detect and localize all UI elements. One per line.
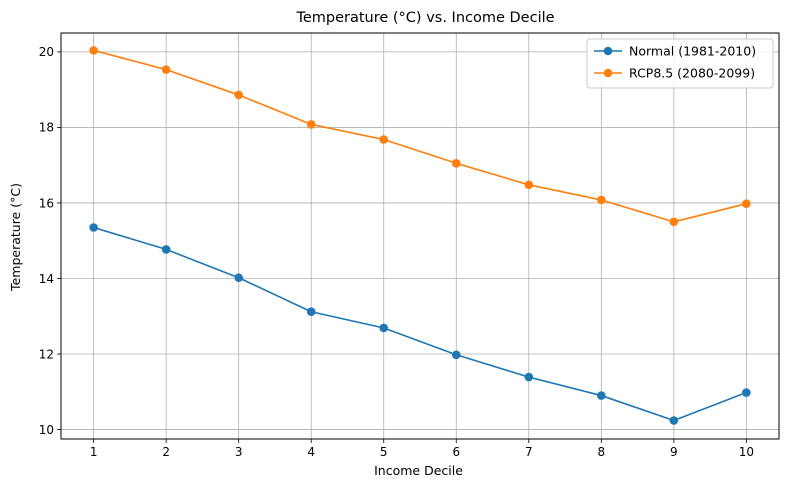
series-line-2 [93, 49, 747, 223]
x-tick-label: 5 [380, 445, 388, 459]
legend-label-1: Normal (1981-2010) [629, 44, 756, 59]
series-2-point [234, 90, 243, 100]
series-1-point [234, 273, 243, 283]
x-tick-label: 8 [597, 445, 605, 459]
y-axis: 10 12 14 16 18 20 [39, 45, 61, 437]
series-2-point [451, 158, 461, 168]
x-axis-label: Income Decile [374, 463, 463, 478]
x-tick-label: 1 [90, 445, 98, 459]
series-1-point [306, 307, 316, 317]
series-2-point [161, 65, 171, 74]
series-1-point [742, 388, 751, 397]
x-tick-label: 4 [307, 445, 315, 459]
series-2-point [742, 199, 751, 209]
x-axis: 1 2 3 4 5 6 7 8 9 10 [90, 439, 754, 459]
legend-marker-2 [603, 68, 613, 78]
y-axis-label: Temperature (°C) [8, 183, 23, 292]
y-tick-label: 10 [39, 423, 54, 437]
y-tick-label: 12 [39, 347, 54, 361]
legend: Normal (1981-2010) RCP8.5 (2080-2099) [586, 38, 774, 89]
x-tick-label: 10 [739, 445, 754, 459]
chart-title: Temperature (°C) vs. Income Decile [295, 10, 554, 26]
series-line-1 [93, 226, 747, 422]
x-tick-label: 7 [525, 445, 533, 459]
series-1-point [524, 372, 534, 382]
series-1-point [89, 223, 98, 232]
legend-box [586, 38, 774, 89]
y-tick-label: 20 [39, 45, 54, 59]
y-tick-label: 16 [39, 196, 54, 210]
x-tick-label: 6 [452, 445, 460, 459]
series-1-point [161, 245, 171, 254]
series-2-point [306, 120, 316, 129]
legend-label-2: RCP8.5 (2080-2099) [629, 66, 755, 81]
grid-lines [61, 33, 779, 439]
series-layer [89, 46, 751, 425]
series-1-point [379, 323, 389, 333]
series-2-point [669, 217, 679, 227]
series-1-point [451, 350, 461, 360]
series-1-point [669, 416, 679, 425]
series-2-point [379, 135, 389, 144]
series-2-point [524, 180, 534, 190]
series-2-point [597, 195, 606, 205]
x-tick-label: 2 [162, 445, 170, 459]
y-tick-label: 14 [39, 272, 54, 286]
x-tick-label: 3 [235, 445, 243, 459]
y-tick-label: 18 [39, 121, 54, 135]
legend-marker-1 [603, 46, 613, 56]
series-2-point [89, 46, 98, 55]
series-1-point [597, 391, 606, 400]
x-tick-label: 9 [670, 445, 678, 459]
plot-frame [60, 32, 780, 440]
